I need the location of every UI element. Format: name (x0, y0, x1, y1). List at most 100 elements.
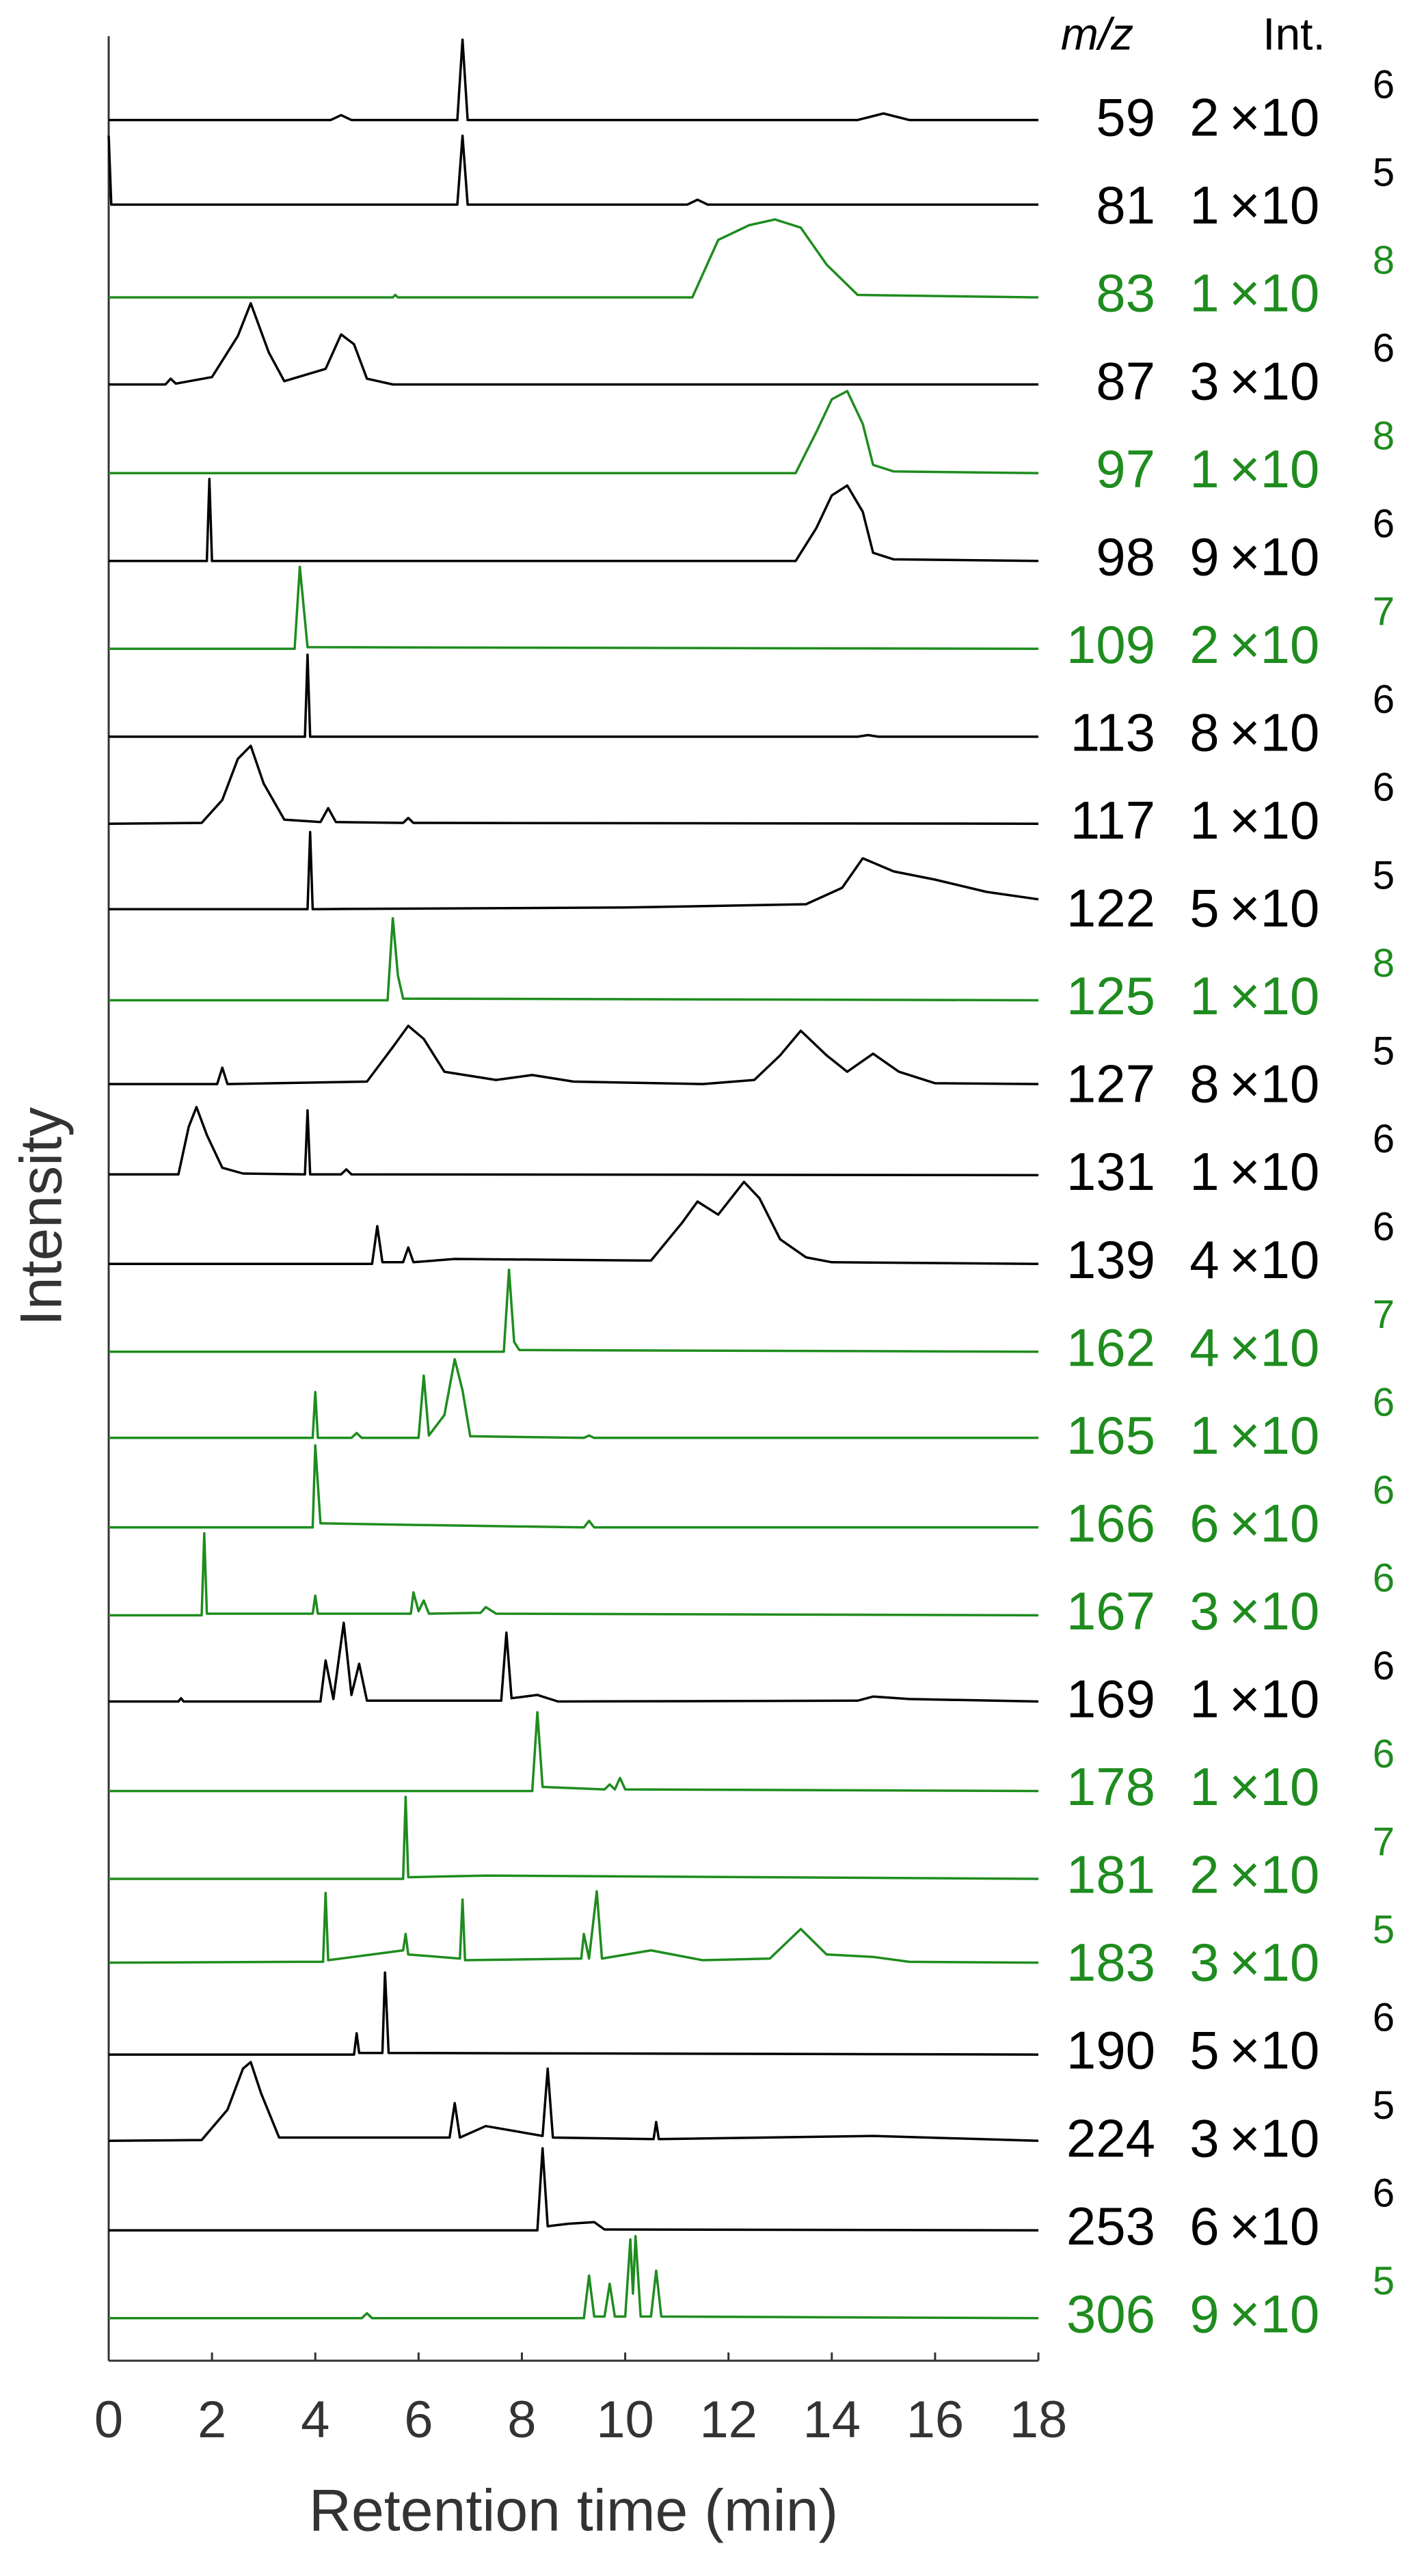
mz-label: 122 (1066, 878, 1155, 938)
mz-label: 190 (1066, 2020, 1155, 2080)
intensity-mantissa: 1 (1189, 1141, 1219, 1202)
trace (109, 653, 1038, 738)
mz-label: 183 (1066, 1932, 1155, 1992)
intensity-mantissa: 1 (1189, 790, 1219, 850)
trace (109, 1795, 1039, 1880)
intensity-mantissa: 1 (1189, 175, 1219, 235)
intensity-mantissa: 9 (1189, 526, 1219, 586)
x-tick-label: 10 (596, 2391, 654, 2449)
trace (109, 1106, 1039, 1177)
trace (109, 1621, 1039, 1703)
intensity-exponent: 5 (1373, 2259, 1395, 2303)
multiplier: ×10 (1229, 790, 1319, 850)
trace (109, 1357, 1038, 1439)
x-tick-label: 16 (906, 2391, 965, 2449)
intensity-mantissa: 3 (1189, 1932, 1219, 1992)
trace (109, 1971, 1039, 2056)
trace (109, 830, 1039, 910)
intensity-mantissa: 2 (1189, 87, 1219, 148)
multiplier: ×10 (1229, 1141, 1319, 1202)
intensity-exponent: 6 (1373, 1644, 1395, 1688)
mz-label: 169 (1066, 1669, 1155, 1729)
mz-label: 117 (1071, 790, 1155, 850)
intensity-exponent: 7 (1373, 1819, 1395, 1864)
x-tick-label: 0 (94, 2391, 123, 2449)
intensity-exponent: 6 (1373, 2171, 1395, 2216)
trace (109, 1268, 1039, 1353)
multiplier: ×10 (1229, 1317, 1319, 1377)
intensity-exponent: 5 (1373, 2083, 1395, 2128)
trace (109, 917, 1039, 1002)
trace (109, 565, 1039, 651)
mz-label: 59 (1096, 87, 1155, 148)
intensity-mantissa: 1 (1189, 1757, 1219, 1817)
intensity-exponent: 6 (1373, 1204, 1395, 1249)
intensity-exponent: 7 (1373, 1292, 1395, 1337)
mz-label: 306 (1066, 2283, 1155, 2344)
mz-label: 167 (1066, 1581, 1155, 1641)
mz-label: 181 (1066, 1845, 1155, 1905)
multiplier: ×10 (1229, 1932, 1319, 1992)
intensity-mantissa: 1 (1189, 1669, 1219, 1729)
intensity-mantissa: 2 (1189, 1845, 1219, 1905)
trace (109, 390, 1039, 474)
intensity-mantissa: 1 (1189, 263, 1219, 323)
intensity-mantissa: 3 (1189, 1581, 1219, 1641)
intensity-exponent: 6 (1373, 62, 1395, 107)
intensity-exponent: 6 (1373, 765, 1395, 810)
multiplier: ×10 (1229, 1493, 1319, 1553)
x-tick-label: 18 (1010, 2391, 1068, 2449)
intensity-mantissa: 9 (1189, 2283, 1219, 2344)
multiplier: ×10 (1229, 526, 1319, 586)
multiplier: ×10 (1229, 175, 1319, 235)
multiplier: ×10 (1229, 1845, 1319, 1905)
x-tick-label: 6 (404, 2391, 433, 2449)
intensity-exponent: 5 (1373, 1029, 1395, 1073)
multiplier: ×10 (1229, 1757, 1319, 1817)
multiplier: ×10 (1229, 2196, 1319, 2256)
multiplier: ×10 (1229, 439, 1319, 499)
intensity-mantissa: 1 (1189, 1405, 1219, 1465)
mz-label: 253 (1066, 2196, 1155, 2256)
multiplier: ×10 (1229, 614, 1319, 675)
multiplier: ×10 (1229, 2283, 1319, 2344)
trace (109, 1532, 1039, 1617)
mz-label: 83 (1096, 263, 1155, 323)
mz-label: 224 (1066, 2108, 1155, 2168)
multiplier: ×10 (1229, 263, 1319, 323)
trace (109, 2147, 1039, 2232)
intensity-exponent: 6 (1373, 1468, 1395, 1513)
intensity-exponent: 6 (1373, 677, 1395, 722)
intensity-exponent: 6 (1373, 326, 1395, 370)
mz-label: 81 (1096, 175, 1155, 235)
intensity-mantissa: 6 (1189, 2196, 1219, 2256)
intensity-mantissa: 5 (1189, 878, 1219, 938)
multiplier: ×10 (1229, 351, 1319, 411)
intensity-mantissa: 3 (1189, 2108, 1219, 2168)
mz-label: 139 (1066, 1230, 1155, 1290)
intensity-exponent: 5 (1373, 853, 1395, 897)
multiplier: ×10 (1229, 1230, 1319, 1290)
multiplier: ×10 (1229, 878, 1319, 938)
mz-label: 131 (1066, 1141, 1155, 1202)
mz-label: 113 (1071, 702, 1155, 762)
intensity-exponent: 6 (1373, 1117, 1395, 1161)
trace (109, 1444, 1038, 1529)
intensity-mantissa: 3 (1189, 351, 1219, 411)
mz-label: 87 (1096, 351, 1155, 411)
trace (107, 134, 1038, 206)
mz-label: 98 (1096, 526, 1155, 586)
multiplier: ×10 (1229, 1669, 1319, 1729)
y-axis-label: Intensity (9, 1107, 75, 1326)
mz-label: 162 (1066, 1317, 1155, 1377)
intensity-exponent: 8 (1373, 414, 1395, 459)
x-tick-label: 8 (507, 2391, 536, 2449)
multiplier: ×10 (1229, 702, 1319, 762)
trace (109, 1180, 1039, 1265)
trace (109, 1711, 1039, 1793)
intensity-mantissa: 1 (1189, 439, 1219, 499)
multiplier: ×10 (1229, 87, 1319, 148)
intensity-exponent: 8 (1373, 238, 1395, 282)
trace (109, 1025, 1039, 1085)
